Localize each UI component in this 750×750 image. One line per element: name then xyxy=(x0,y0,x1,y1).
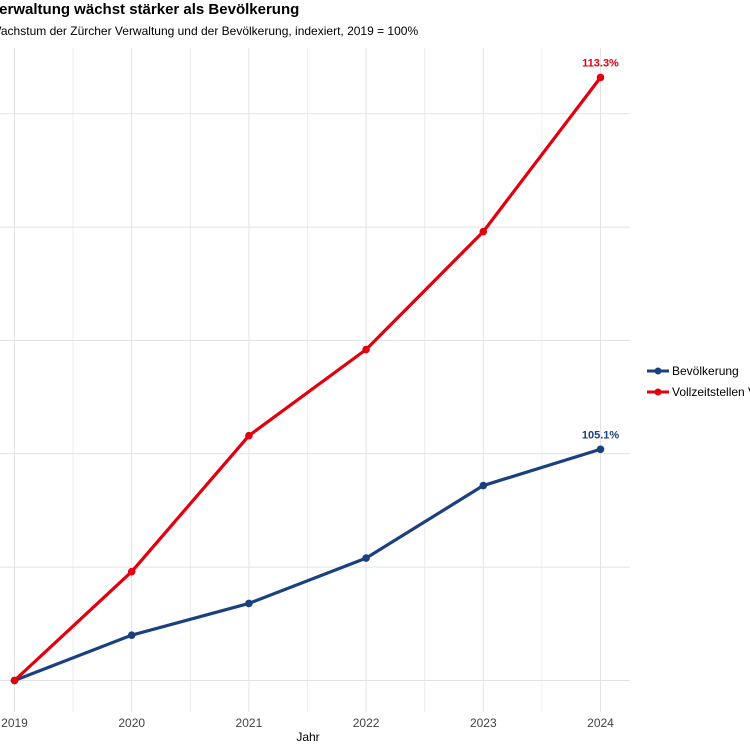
legend-key-icon xyxy=(647,367,669,375)
legend: Bevölkerung Vollzeitstellen Verwaltung xyxy=(647,364,750,399)
x-tick-label: 2024 xyxy=(587,716,614,730)
data-point-vollzeitstellen-verwaltung xyxy=(596,73,605,82)
data-point-vollzeitstellen-verwaltung xyxy=(362,345,370,354)
data-point-vollzeitstellen-verwaltung xyxy=(10,676,19,685)
legend-item-vollzeitstellen-verwaltung: Vollzeitstellen Verwaltung xyxy=(647,385,750,399)
legend-label: Vollzeitstellen Verwaltung xyxy=(672,385,750,399)
legend-key-icon xyxy=(647,388,669,396)
data-point-bev-lkerung xyxy=(596,445,605,454)
data-point-bev-lkerung xyxy=(479,481,488,490)
data-point-vollzeitstellen-verwaltung xyxy=(479,227,488,236)
end-label-vollzeitstellen-verwaltung: 113.3% xyxy=(582,57,619,69)
x-tick-label: 2020 xyxy=(118,716,145,730)
data-point-vollzeitstellen-verwaltung xyxy=(127,567,136,576)
data-point-bev-lkerung xyxy=(245,599,253,608)
series-line-vollzeitstellen-verwaltung xyxy=(12,75,603,683)
data-point-vollzeitstellen-verwaltung xyxy=(245,431,253,440)
data-point-bev-lkerung xyxy=(127,631,136,639)
data-point-bev-lkerung xyxy=(362,554,370,562)
x-tick-label: 2022 xyxy=(353,716,380,730)
legend-item-bev-lkerung: Bevölkerung xyxy=(647,364,750,378)
x-tick-label: 2019 xyxy=(1,716,28,730)
end-label-bev-lkerung: 105.1% xyxy=(582,429,620,441)
chart-subtitle: Wachstum der Zürcher Verwaltung und der … xyxy=(0,24,419,38)
x-axis-title: Jahr xyxy=(296,730,319,744)
legend-label: Bevölkerung xyxy=(672,364,739,378)
series-line-bev-lkerung xyxy=(12,447,603,683)
x-tick-label: 2023 xyxy=(470,716,497,730)
x-tick-label: 2021 xyxy=(236,716,263,730)
chart-title: Verwaltung wächst stärker als Bevölkerun… xyxy=(0,1,300,18)
